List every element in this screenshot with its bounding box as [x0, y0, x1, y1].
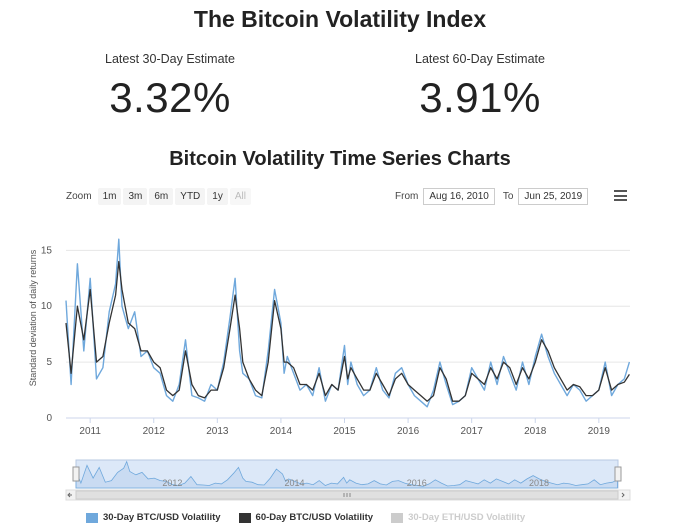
- legend-label-btc-30: 30-Day BTC/USD Volatility: [103, 512, 221, 523]
- chart-legend: 30-Day BTC/USD Volatility 60-Day BTC/USD…: [86, 512, 543, 523]
- x-tick-label: 2019: [588, 426, 611, 437]
- scroll-right-arrow-icon: [621, 492, 625, 498]
- navigator-tick-label: 2012: [162, 478, 182, 488]
- section-title: Bitcoin Volatility Time Series Charts: [169, 148, 511, 170]
- navigator-series: [75, 460, 618, 489]
- navigator: 2012 2014 2016 2018: [65, 459, 631, 501]
- zoom-1y-button[interactable]: 1y: [207, 187, 228, 205]
- estimate-60-day-value: 3.91%: [419, 74, 541, 121]
- y-axis-ticks: 0 5 10 15: [41, 245, 53, 424]
- estimate-60-day: Latest 60-Day Estimate 3.91%: [330, 52, 630, 122]
- series-line-btc-30: [65, 238, 631, 408]
- y-tick-label: 0: [46, 413, 52, 424]
- legend-item-btc-30[interactable]: 30-Day BTC/USD Volatility: [86, 512, 221, 523]
- zoom-ytd-button[interactable]: YTD: [175, 187, 206, 205]
- y-tick-label: 5: [46, 357, 52, 368]
- x-tick-label: 2013: [206, 426, 229, 437]
- y-tick-label: 15: [41, 245, 53, 256]
- x-axis-ticks: 2011 2012 2013 2014 2015 2016 2017 2018 2019: [66, 417, 630, 437]
- legend-swatch-eth-30: [391, 512, 404, 523]
- scroll-left-arrow-icon: [67, 492, 72, 498]
- navigator-handle-right[interactable]: [614, 466, 622, 482]
- navigator-handle-left[interactable]: [72, 466, 80, 482]
- from-date-input[interactable]: Aug 16, 2010: [423, 187, 495, 205]
- zoom-all-button[interactable]: All: [229, 187, 251, 205]
- zoom-3m-button[interactable]: 3m: [123, 187, 148, 205]
- legend-label-btc-60: 60-Day BTC/USD Volatility: [255, 512, 374, 523]
- estimate-60-day-label: Latest 60-Day Estimate: [415, 52, 545, 66]
- x-tick-label: 2017: [461, 426, 484, 437]
- estimate-30-day-label: Latest 30-Day Estimate: [105, 52, 235, 66]
- x-tick-label: 2016: [397, 426, 420, 437]
- zoom-1m-button[interactable]: 1m: [97, 187, 122, 205]
- y-tick-label: 10: [41, 301, 53, 312]
- zoom-toolbar: Zoom 1m 3m 6m YTD 1y All: [66, 186, 253, 206]
- zoom-label: Zoom: [66, 190, 92, 202]
- legend-item-eth-30[interactable]: 30-Day ETH/USD Volatility: [391, 512, 525, 523]
- to-date-input[interactable]: Jun 25, 2019: [518, 187, 589, 205]
- navigator-tick-label: 2018: [529, 478, 549, 488]
- legend-item-btc-60[interactable]: 60-Day BTC/USD Volatility: [238, 512, 374, 523]
- y-axis-label: Standard deviation of daily returns: [28, 249, 38, 386]
- x-tick-label: 2015: [333, 426, 356, 437]
- estimate-30-day: Latest 30-Day Estimate 3.32%: [20, 52, 320, 122]
- navigator-tick-label: 2016: [407, 478, 427, 488]
- x-tick-label: 2011: [79, 426, 101, 437]
- x-tick-label: 2012: [143, 426, 166, 437]
- from-label: From: [395, 190, 419, 202]
- series-line-btc-60: [65, 260, 630, 402]
- chart-grid: [66, 249, 630, 419]
- navigator-tick-label: 2014: [285, 478, 305, 488]
- date-range-selector: From Aug 16, 2010 To Jun 25, 2019: [395, 186, 596, 206]
- estimate-30-day-value: 3.32%: [109, 74, 231, 121]
- zoom-6m-button[interactable]: 6m: [149, 187, 174, 205]
- x-tick-label: 2018: [524, 426, 547, 437]
- page-title: The Bitcoin Volatility Index: [193, 6, 487, 32]
- to-label: To: [502, 190, 514, 202]
- chart-series: [65, 238, 631, 408]
- x-tick-label: 2014: [270, 426, 293, 437]
- legend-swatch-btc-60: [238, 512, 251, 523]
- legend-swatch-btc-30: [86, 512, 98, 523]
- legend-label-eth-30: 30-Day ETH/USD Volatility: [408, 512, 526, 523]
- hamburger-menu-icon[interactable]: [614, 190, 627, 201]
- scrollbar-grip-icon: [343, 493, 351, 497]
